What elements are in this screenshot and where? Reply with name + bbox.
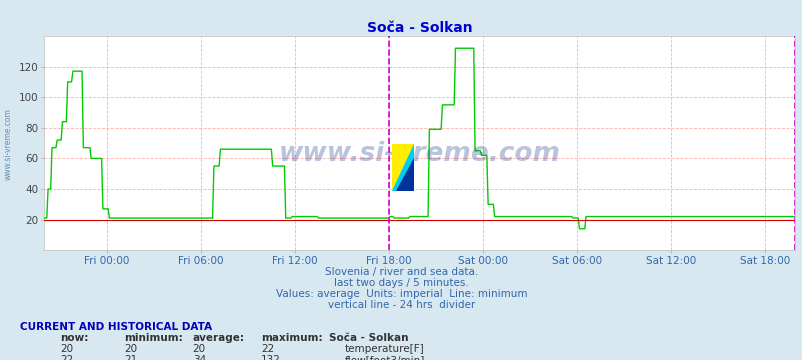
Text: 20: 20: [60, 344, 73, 354]
Text: www.si-vreme.com: www.si-vreme.com: [3, 108, 13, 180]
Polygon shape: [391, 144, 414, 191]
Title: Soča - Solkan: Soča - Solkan: [367, 21, 472, 35]
Text: Values: average  Units: imperial  Line: minimum: Values: average Units: imperial Line: mi…: [275, 289, 527, 299]
Text: flow[foot3/min]: flow[foot3/min]: [344, 355, 424, 360]
Text: temperature[F]: temperature[F]: [344, 344, 423, 354]
Text: 132: 132: [261, 355, 281, 360]
Text: 20: 20: [124, 344, 137, 354]
Text: last two days / 5 minutes.: last two days / 5 minutes.: [334, 278, 468, 288]
Text: 21: 21: [124, 355, 138, 360]
Polygon shape: [396, 158, 414, 191]
Text: 22: 22: [261, 344, 274, 354]
Text: 20: 20: [192, 344, 205, 354]
Text: maximum:: maximum:: [261, 333, 322, 343]
Text: CURRENT AND HISTORICAL DATA: CURRENT AND HISTORICAL DATA: [20, 322, 212, 332]
Text: Slovenia / river and sea data.: Slovenia / river and sea data.: [325, 267, 477, 277]
Polygon shape: [391, 144, 414, 191]
Text: 34: 34: [192, 355, 206, 360]
Text: 22: 22: [60, 355, 74, 360]
Text: average:: average:: [192, 333, 245, 343]
Text: www.si-vreme.com: www.si-vreme.com: [278, 141, 560, 167]
Text: Soča - Solkan: Soča - Solkan: [329, 333, 408, 343]
Text: vertical line - 24 hrs  divider: vertical line - 24 hrs divider: [327, 300, 475, 310]
Text: minimum:: minimum:: [124, 333, 183, 343]
Text: now:: now:: [60, 333, 88, 343]
